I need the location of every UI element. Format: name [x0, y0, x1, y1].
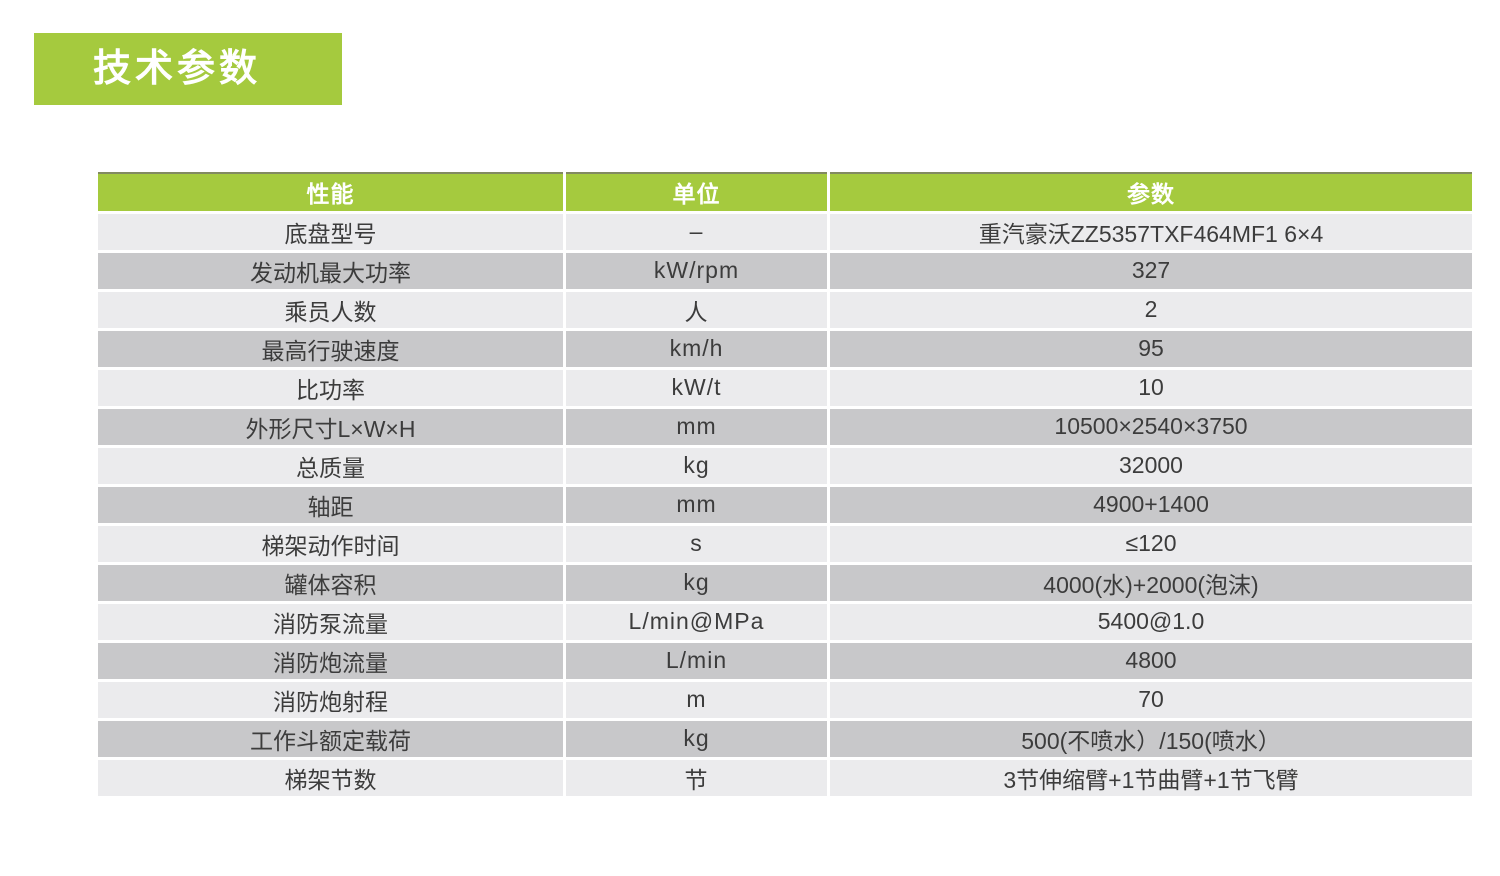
table-row: 消防泵流量 L/min@MPa 5400@1.0	[95, 600, 1475, 643]
cell-unit: 节	[563, 756, 830, 799]
table-row: 底盘型号 – 重汽豪沃ZZ5357TXF464MF1 6×4	[95, 210, 1475, 253]
cell-unit: kg	[563, 717, 830, 760]
cell-performance: 轴距	[95, 483, 566, 526]
table-row: 最高行驶速度 km/h 95	[95, 327, 1475, 370]
column-header-performance: 性能	[95, 172, 566, 214]
header-row: 性能 单位 参数	[95, 172, 1475, 214]
cell-performance: 总质量	[95, 444, 566, 487]
cell-unit: L/min@MPa	[563, 600, 830, 643]
page-title: 技术参数	[93, 48, 262, 90]
table-row: 工作斗额定载荷 kg 500(不喷水）/150(喷水）	[95, 717, 1475, 760]
cell-parameter: 4000(水)+2000(泡沫)	[827, 561, 1475, 604]
cell-unit: m	[563, 678, 830, 721]
table-row: 消防炮射程 m 70	[95, 678, 1475, 721]
cell-parameter: 327	[827, 249, 1475, 292]
cell-parameter: 70	[827, 678, 1475, 721]
cell-performance: 消防泵流量	[95, 600, 566, 643]
cell-unit: mm	[563, 483, 830, 526]
cell-unit: kg	[563, 444, 830, 487]
cell-parameter: 10500×2540×3750	[827, 405, 1475, 448]
table-row: 总质量 kg 32000	[95, 444, 1475, 487]
cell-parameter: 95	[827, 327, 1475, 370]
cell-parameter: 10	[827, 366, 1475, 409]
cell-parameter: 500(不喷水）/150(喷水）	[827, 717, 1475, 760]
cell-unit: s	[563, 522, 830, 565]
cell-performance: 梯架动作时间	[95, 522, 566, 565]
cell-parameter: ≤120	[827, 522, 1475, 565]
cell-parameter: 3节伸缩臂+1节曲臂+1节飞臂	[827, 756, 1475, 799]
table-row: 轴距 mm 4900+1400	[95, 483, 1475, 526]
cell-performance: 最高行驶速度	[95, 327, 566, 370]
cell-unit: –	[563, 210, 830, 253]
table-row: 梯架动作时间 s ≤120	[95, 522, 1475, 565]
cell-performance: 比功率	[95, 366, 566, 409]
cell-performance: 外形尺寸L×W×H	[95, 405, 566, 448]
column-header-unit: 单位	[563, 172, 830, 214]
cell-performance: 消防炮射程	[95, 678, 566, 721]
table-row: 消防炮流量 L/min 4800	[95, 639, 1475, 682]
cell-performance: 梯架节数	[95, 756, 566, 799]
cell-parameter: 32000	[827, 444, 1475, 487]
table-row: 罐体容积 kg 4000(水)+2000(泡沫)	[95, 561, 1475, 604]
cell-parameter: 4800	[827, 639, 1475, 682]
spec-table-body: 底盘型号 – 重汽豪沃ZZ5357TXF464MF1 6×4 发动机最大功率 k…	[95, 210, 1475, 799]
cell-parameter: 重汽豪沃ZZ5357TXF464MF1 6×4	[827, 210, 1475, 253]
cell-unit: kW/rpm	[563, 249, 830, 292]
cell-parameter: 5400@1.0	[827, 600, 1475, 643]
table-row: 乘员人数 人 2	[95, 288, 1475, 331]
cell-performance: 发动机最大功率	[95, 249, 566, 292]
cell-unit: L/min	[563, 639, 830, 682]
cell-performance: 工作斗额定载荷	[95, 717, 566, 760]
cell-performance: 乘员人数	[95, 288, 566, 331]
cell-performance: 底盘型号	[95, 210, 566, 253]
cell-unit: km/h	[563, 327, 830, 370]
cell-performance: 消防炮流量	[95, 639, 566, 682]
cell-parameter: 2	[827, 288, 1475, 331]
page-title-banner: 技术参数	[34, 33, 342, 105]
table-row: 外形尺寸L×W×H mm 10500×2540×3750	[95, 405, 1475, 448]
spec-table: 性能 单位 参数 底盘型号 – 重汽豪沃ZZ5357TXF464MF1 6×4 …	[95, 172, 1475, 799]
table-row: 梯架节数 节 3节伸缩臂+1节曲臂+1节飞臂	[95, 756, 1475, 799]
table-row: 比功率 kW/t 10	[95, 366, 1475, 409]
cell-unit: kW/t	[563, 366, 830, 409]
cell-unit: 人	[563, 288, 830, 331]
cell-parameter: 4900+1400	[827, 483, 1475, 526]
spec-table-header: 性能 单位 参数	[95, 172, 1475, 214]
table-row: 发动机最大功率 kW/rpm 327	[95, 249, 1475, 292]
cell-unit: kg	[563, 561, 830, 604]
cell-unit: mm	[563, 405, 830, 448]
cell-performance: 罐体容积	[95, 561, 566, 604]
column-header-parameter: 参数	[827, 172, 1475, 214]
